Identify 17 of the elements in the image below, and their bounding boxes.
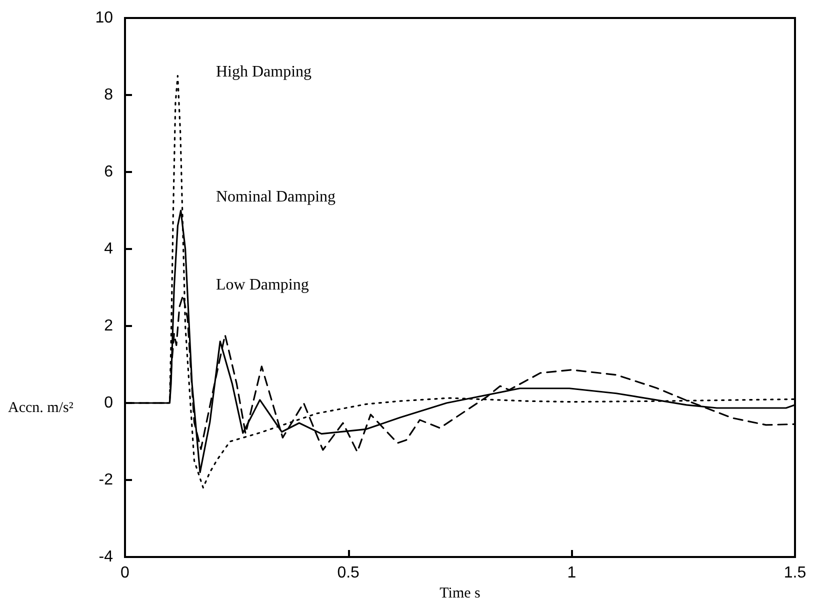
y-tick-label: 6 [104,164,114,180]
x-tick-label: 1.5 [784,564,806,582]
y-tick-label: -2 [98,472,114,488]
y-axis-title: Accn. m/s² [8,400,74,416]
x-tick-label: 1 [567,564,576,582]
y-tick-label: 2 [104,318,114,334]
annotation: Nominal Damping [216,188,336,206]
y-tick-label: 8 [104,86,114,104]
x-axis-title: Time s [440,585,481,602]
y-tick-label: 4 [104,240,114,258]
annotation: High Damping [216,64,312,80]
y-tick-label: -4 [98,548,114,566]
x-tick-label: 0.5 [337,564,360,582]
annotation: Low Damping [216,276,309,294]
y-tick-label: 0 [104,394,114,412]
x-tick-label: 0 [120,564,130,582]
y-tick-label: 10 [95,10,114,26]
